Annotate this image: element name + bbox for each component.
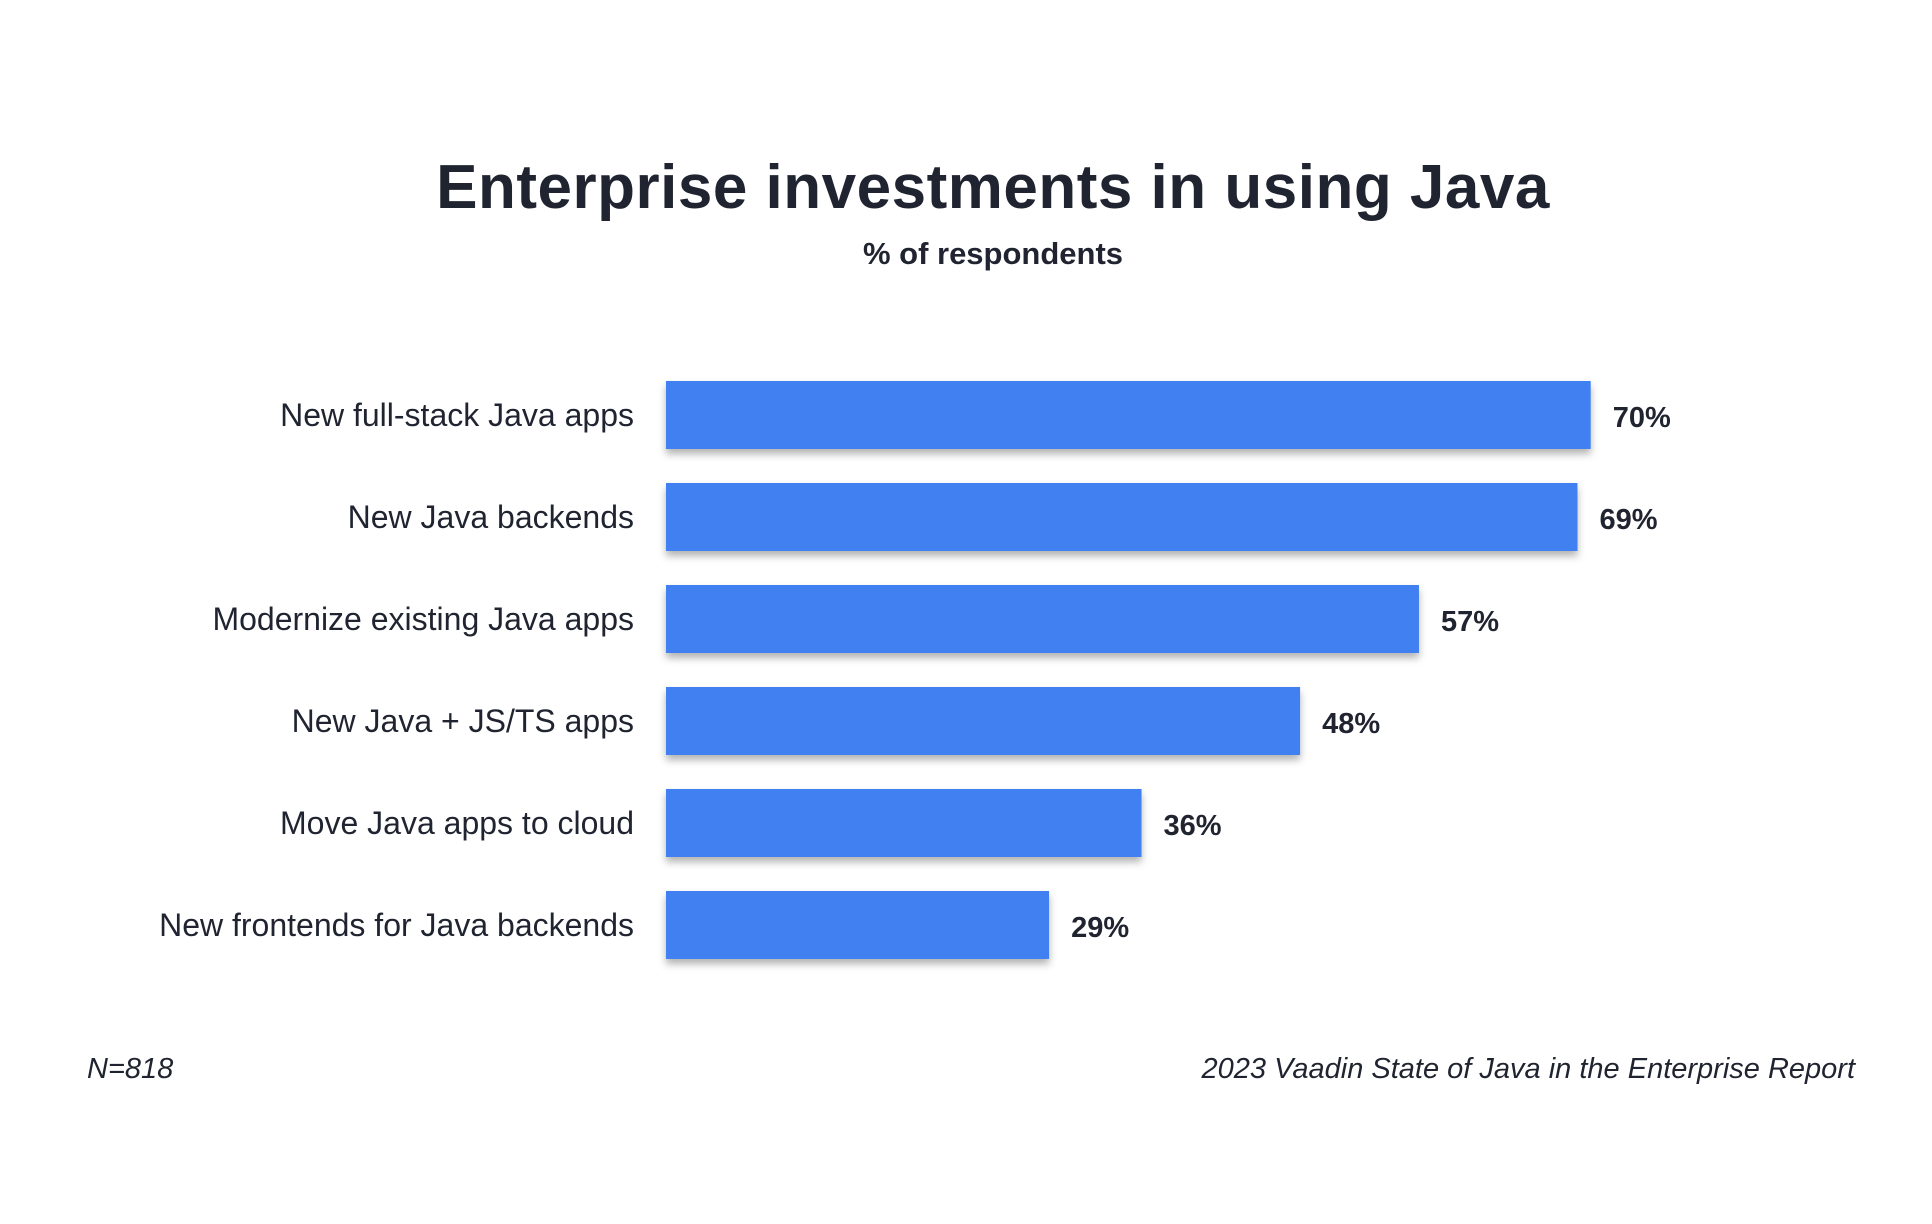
category-label: New frontends for Java backends bbox=[159, 907, 634, 943]
category-label: New full-stack Java apps bbox=[280, 397, 634, 433]
bar bbox=[666, 891, 1050, 959]
chart-subtitle: % of respondents bbox=[862, 236, 1124, 271]
sample-size-note: N=818 bbox=[87, 1053, 174, 1085]
data-label: 70% bbox=[1613, 402, 1671, 434]
chart-title: Enterprise investments in using Java bbox=[436, 153, 1550, 222]
data-label: 57% bbox=[1441, 606, 1499, 638]
category-label: New Java + JS/TS apps bbox=[292, 703, 634, 739]
bar bbox=[666, 585, 1419, 653]
bar bbox=[666, 483, 1578, 551]
data-label: 48% bbox=[1322, 708, 1380, 740]
source-note: 2023 Vaadin State of Java in the Enterpr… bbox=[1201, 1053, 1855, 1085]
bar bbox=[666, 381, 1591, 449]
category-label: New Java backends bbox=[348, 499, 634, 535]
bar bbox=[666, 789, 1142, 857]
data-label: 29% bbox=[1071, 912, 1129, 944]
category-label: Move Java apps to cloud bbox=[280, 805, 634, 841]
data-label: 69% bbox=[1599, 504, 1657, 536]
bar bbox=[666, 687, 1301, 755]
category-label: Modernize existing Java apps bbox=[212, 601, 634, 637]
data-label: 36% bbox=[1164, 810, 1222, 842]
